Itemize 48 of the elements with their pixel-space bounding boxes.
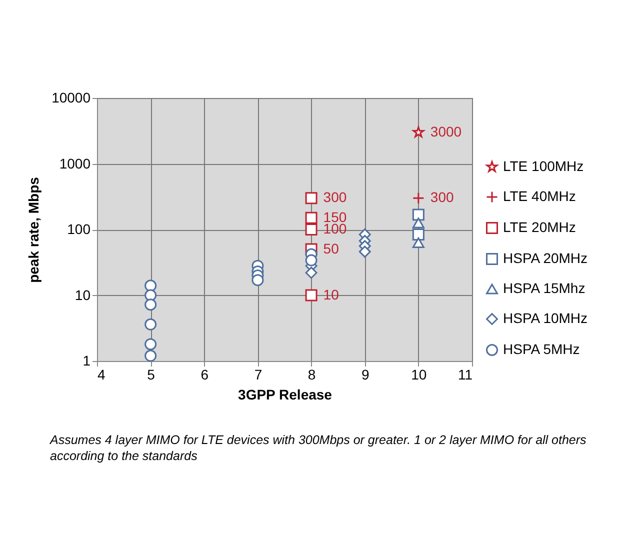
point — [412, 208, 424, 221]
x-tick-label: 7 — [254, 366, 262, 382]
x-tick-label: 11 — [458, 366, 473, 382]
point — [305, 254, 318, 266]
x-tick-label: 10 — [411, 366, 427, 382]
y-tick-label: 100 — [67, 221, 91, 237]
point — [144, 289, 157, 302]
point — [305, 289, 318, 302]
legend-label: LTE 20MHz — [503, 219, 576, 235]
legend-label: LTE 100MHz — [503, 158, 584, 174]
point — [144, 318, 157, 330]
legend-label: HSPA 10MHz — [503, 310, 588, 326]
legend-label: LTE 40MHz — [503, 188, 576, 204]
data-label: 300 — [323, 189, 347, 206]
point — [252, 274, 264, 286]
x-tick-label: 5 — [147, 366, 156, 382]
x-axis-title: 3GPP Release — [238, 386, 332, 402]
point — [305, 224, 318, 236]
point — [412, 126, 424, 138]
point — [358, 246, 371, 258]
x-tick-label: 8 — [308, 366, 316, 382]
x-tick-label: 4 — [98, 366, 106, 382]
point — [305, 266, 318, 279]
point — [412, 228, 424, 240]
legend-label: HSPA 15Mhz — [503, 280, 586, 296]
y-tick-label: 10 — [74, 286, 91, 303]
point — [144, 298, 157, 311]
y-tick-label: 1000 — [59, 155, 91, 172]
point — [305, 192, 318, 204]
point — [144, 350, 157, 362]
x-tick-label: 9 — [361, 366, 370, 382]
point — [144, 338, 157, 350]
point — [412, 192, 424, 204]
text: Assumes 4 layer MIMO for LTE devices with 300Mbps or greater. 1 or 2 layer MIMO for all others according to the standards — [50, 432, 588, 464]
point — [412, 218, 424, 228]
data-label: 50 — [323, 240, 340, 256]
y-tick-label: 1 — [82, 352, 91, 368]
data-label: 3000 — [430, 123, 462, 140]
point — [144, 280, 157, 292]
x-tick-label: 6 — [200, 366, 209, 382]
data-label: 300 — [430, 189, 454, 206]
legend-label: HSPA 5MHz — [503, 341, 580, 357]
point — [305, 212, 318, 224]
point — [412, 237, 424, 248]
y-tick-label: 10000 — [52, 90, 91, 106]
data-label: 10 — [323, 286, 340, 302]
legend-label: HSPA 20MHz — [503, 250, 588, 266]
y-axis-title: peak rate, Mbps — [26, 176, 42, 283]
